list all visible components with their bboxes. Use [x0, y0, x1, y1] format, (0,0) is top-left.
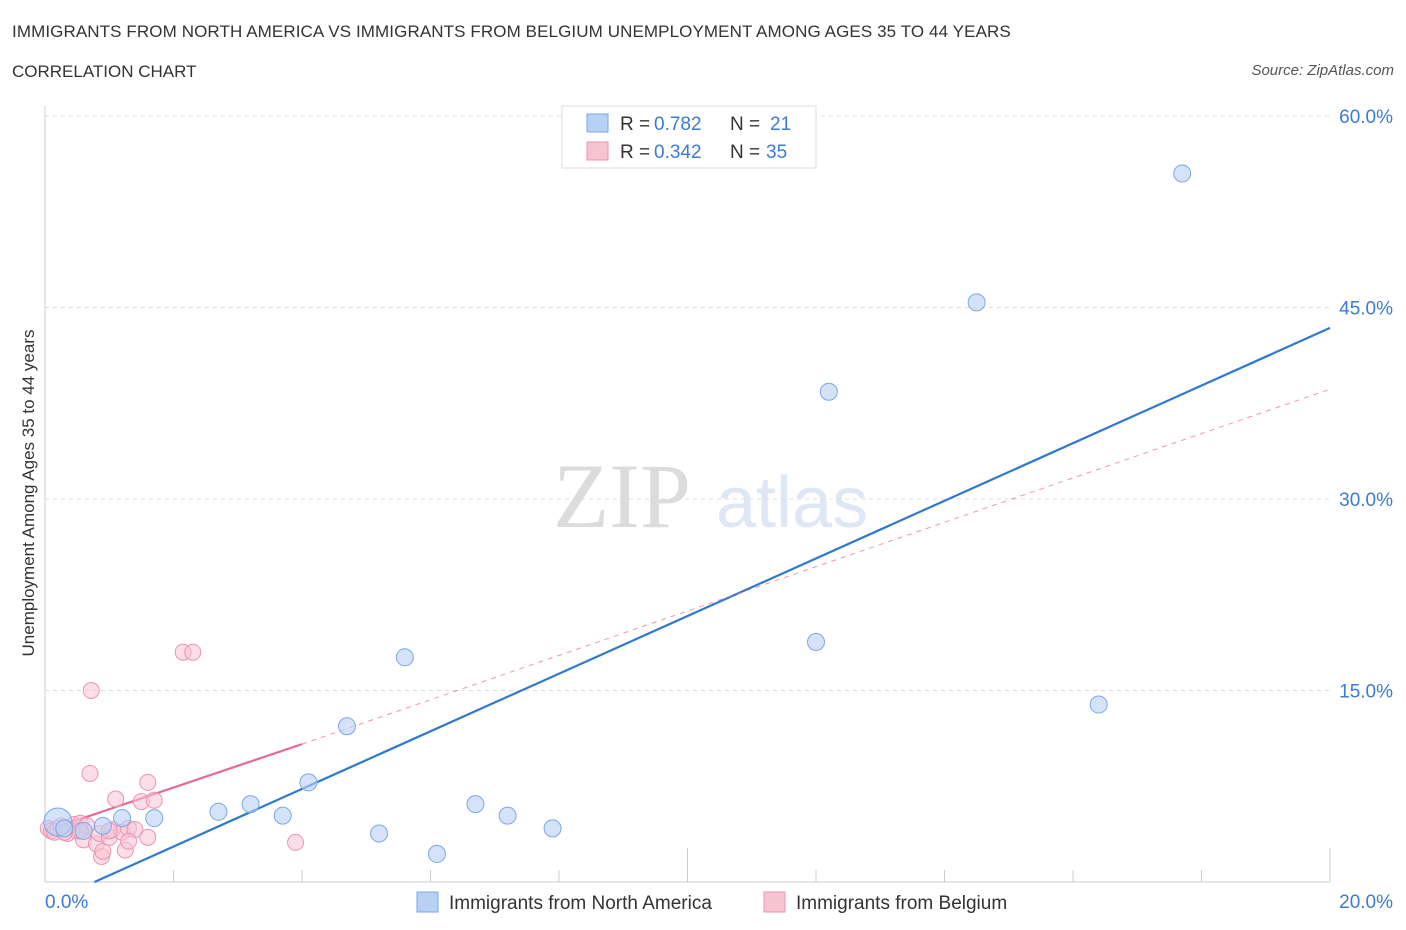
north-america-point-8 — [273, 806, 292, 825]
legend-swatch-north-america — [586, 113, 609, 133]
legend-n-label-2: N = — [730, 142, 760, 163]
north-america-point-16 — [543, 819, 562, 838]
y-tick-label-1: 30.0% — [1339, 490, 1393, 511]
north-america-point-1 — [55, 819, 74, 838]
north-america-point-12 — [395, 648, 414, 667]
north-america-point-9 — [299, 773, 318, 792]
legend-r-value-2: 0.342 — [654, 142, 702, 163]
north-america-point-19 — [967, 293, 986, 312]
north-america-point-21 — [1173, 164, 1192, 183]
chart-title: IMMIGRANTS FROM NORTH AMERICA VS IMMIGRA… — [12, 22, 1011, 41]
legend-r-value-1: 0.782 — [654, 114, 702, 135]
north-america-point-4 — [113, 809, 132, 828]
series-legend: Immigrants from North America Immigrants… — [416, 891, 1007, 914]
north-america-point-2 — [74, 821, 93, 840]
belgium-point-26 — [139, 773, 157, 791]
north-america-point-3 — [93, 816, 112, 835]
north-america-point-11 — [370, 824, 389, 843]
belgium-point-30 — [184, 643, 202, 661]
belgium-point-12 — [82, 682, 100, 699]
belgium-point-16 — [94, 842, 112, 860]
legend-swatch-belgium — [586, 141, 609, 161]
source-label: Source: ZipAtlas.com — [1251, 62, 1394, 79]
belgium-point-11 — [81, 764, 99, 782]
bottom-legend-belgium: Immigrants from Belgium — [796, 893, 1007, 914]
north-america-point-10 — [337, 717, 356, 736]
y-tick-label-2: 45.0% — [1339, 299, 1393, 320]
north-america-point-13 — [427, 844, 446, 863]
north-america-point-7 — [241, 795, 260, 814]
y-axis-label: Unemployment Among Ages 35 to 44 years — [19, 330, 38, 657]
legend-n-label-1: N = — [730, 114, 760, 135]
belgium-trend-extension — [301, 388, 1331, 745]
y-tick-label-0: 15.0% — [1339, 682, 1393, 703]
watermark-atlas: atlas — [716, 463, 868, 543]
axes — [44, 106, 1331, 883]
belgium-point-19 — [107, 790, 125, 808]
tick-labels: 15.0% 30.0% 45.0% 60.0% 0.0% 20.0% — [45, 107, 1393, 913]
bottom-swatch-north-america — [416, 891, 439, 913]
gridlines — [45, 115, 1330, 691]
bottom-legend-north-america: Immigrants from North America — [449, 893, 712, 914]
x-tick-label-0: 0.0% — [45, 892, 88, 913]
north-america-point-14 — [466, 795, 485, 814]
belgium-point-24 — [120, 832, 138, 850]
x-tick-label-1: 20.0% — [1339, 892, 1393, 913]
north-america-point-6 — [209, 802, 228, 821]
north-america-trend-line — [94, 326, 1331, 884]
north-america-point-17 — [807, 632, 825, 651]
legend-r-label-1: R = — [620, 114, 650, 135]
north-america-point-5 — [145, 809, 164, 828]
bottom-swatch-belgium — [763, 891, 786, 913]
north-america-points — [43, 164, 1192, 863]
belgium-point-31 — [287, 833, 305, 851]
y-tick-label-3: 60.0% — [1339, 107, 1393, 128]
belgium-point-28 — [145, 791, 163, 809]
belgium-trend-line — [44, 743, 303, 832]
stats-legend: R = 0.782 N = 21 R = 0.342 N = 35 — [561, 105, 817, 169]
legend-n-value-2: 35 — [766, 142, 787, 163]
north-america-point-15 — [498, 806, 517, 825]
watermark-zip: ZIP — [553, 445, 691, 547]
chart-subtitle: CORRELATION CHART — [12, 62, 197, 81]
north-america-point-18 — [819, 382, 838, 401]
legend-r-label-2: R = — [620, 142, 650, 163]
trend-lines — [44, 326, 1331, 884]
belgium-point-27 — [139, 828, 157, 846]
north-america-point-20 — [1089, 695, 1108, 714]
legend-n-value-1: 21 — [770, 114, 791, 135]
